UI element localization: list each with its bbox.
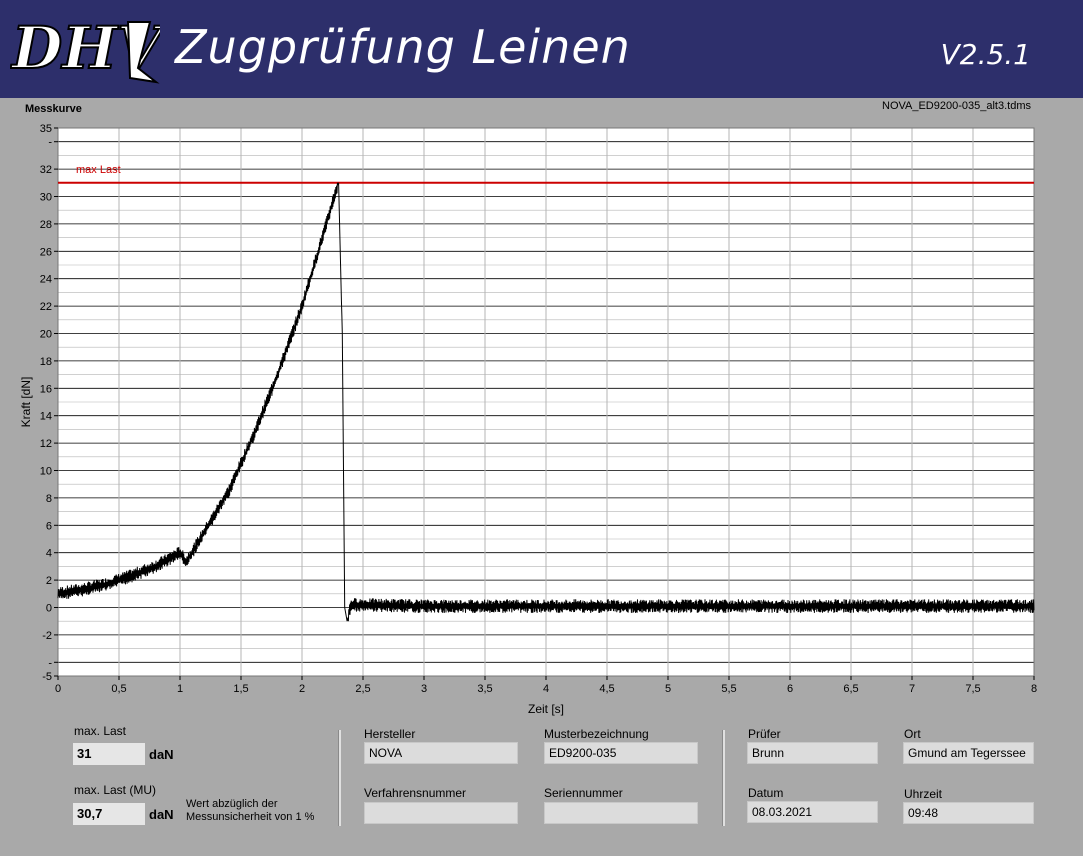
max-last-mu-value: 30,7 [73, 803, 145, 825]
x-tick-label: 3,5 [477, 683, 492, 695]
y-tick-label: 28 [40, 219, 52, 231]
y-tick-label: 8 [46, 493, 52, 505]
app-title: Zugprüfung Leinen [175, 20, 631, 74]
max-last-unit: daN [149, 747, 174, 762]
musterbezeichnung-field[interactable]: ED9200-035 [544, 742, 698, 764]
y-tick-label: - [48, 137, 52, 149]
x-tick-label: 4 [543, 683, 549, 695]
max-last-mu-unit: daN [149, 807, 174, 822]
y-tick-label: -5 [42, 671, 52, 683]
x-tick-label: 7 [909, 683, 915, 695]
max-last-label: max. Last [74, 724, 127, 738]
x-tick-label: 6,5 [843, 683, 858, 695]
app-header: DHV Zugprüfung Leinen V2.5.1 [0, 0, 1083, 98]
musterbezeichnung-label: Musterbezeichnung [544, 727, 649, 741]
x-tick-label: 0 [55, 683, 61, 695]
x-tick-label: 2 [299, 683, 305, 695]
y-tick-label: -2 [42, 630, 52, 642]
uhrzeit-label: Uhrzeit [904, 787, 943, 801]
y-tick-label: 35 [40, 123, 52, 135]
datum-label: Datum [748, 786, 784, 800]
seriennummer-field[interactable] [544, 802, 698, 824]
hersteller-field[interactable]: NOVA [364, 742, 518, 764]
y-tick-label: 26 [40, 246, 52, 258]
max-last-value: 31 [73, 743, 145, 765]
x-tick-label: 5,5 [721, 683, 736, 695]
y-tick-label: 18 [40, 356, 52, 368]
chart-grid [57, 127, 1035, 677]
x-tick-label: 2,5 [355, 683, 370, 695]
uhrzeit-field[interactable]: 09:48 [903, 802, 1034, 824]
mu-note-line2: Messunsicherheit von 1 % [186, 811, 315, 823]
version-label: V2.5.1 [940, 38, 1031, 71]
y-tick-label: 20 [40, 329, 52, 341]
x-axis-label: Zeit [s] [528, 702, 564, 716]
dhv-logo: DHV [10, 13, 160, 84]
y-tick-label: 30 [40, 192, 52, 204]
y-tick-label: 12 [40, 438, 52, 450]
pruefer-label: Prüfer [748, 727, 781, 741]
datum-field[interactable]: 08.03.2021 [747, 801, 878, 823]
hersteller-label: Hersteller [364, 727, 416, 741]
x-tick-label: 7,5 [965, 683, 980, 695]
x-tick-label: 4,5 [599, 683, 614, 695]
y-tick-label: 6 [46, 520, 52, 532]
max-last-line-label: max Last [76, 164, 121, 176]
ort-field[interactable]: Gmund am Tegerssee [903, 742, 1034, 764]
y-tick-label: 10 [40, 466, 52, 478]
y-axis-label: Kraft [dN] [19, 377, 33, 428]
y-tick-label: 32 [40, 164, 52, 176]
y-tick-label: 4 [46, 548, 52, 560]
y-tick-label: 14 [40, 411, 52, 423]
y-tick-label: 16 [40, 383, 52, 395]
x-tick-label: 1 [177, 683, 183, 695]
x-axis-ticks: 0 0,5 1 1,5 2 2,5 3 3,5 4 4,5 5 5,5 6 6,5 7 7,5 8 [55, 676, 1037, 695]
y-tick-label: 24 [40, 274, 52, 286]
x-tick-label: 1,5 [233, 683, 248, 695]
separator [338, 730, 341, 826]
separator [722, 730, 725, 826]
x-tick-label: 3 [421, 683, 427, 695]
file-name-label: NOVA_ED9200-035_alt3.tdms [882, 100, 1031, 112]
x-tick-label: 0,5 [111, 683, 126, 695]
pruefer-field[interactable]: Brunn [747, 742, 878, 764]
verfahrensnummer-label: Verfahrensnummer [364, 786, 467, 800]
y-tick-label: 0 [46, 603, 52, 615]
seriennummer-label: Seriennummer [544, 786, 623, 800]
max-last-mu-label: max. Last (MU) [74, 783, 157, 797]
mu-note-line1: Wert abzüglich der [186, 798, 278, 810]
ort-label: Ort [904, 727, 921, 741]
x-tick-label: 8 [1031, 683, 1037, 695]
force-series-line [57, 182, 1035, 622]
y-tick-label: - [48, 657, 52, 669]
x-tick-label: 6 [787, 683, 793, 695]
verfahrensnummer-field[interactable] [364, 802, 518, 824]
y-tick-label: 2 [46, 575, 52, 587]
y-tick-label: 22 [40, 301, 52, 313]
x-tick-label: 5 [665, 683, 671, 695]
graph-label: Messkurve [25, 103, 82, 115]
